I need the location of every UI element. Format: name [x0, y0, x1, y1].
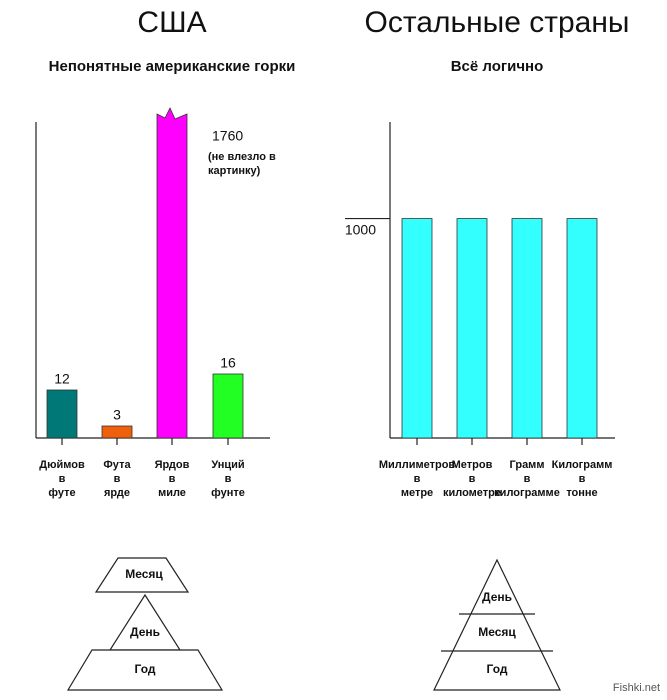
bar	[212, 373, 244, 439]
bar	[46, 389, 78, 439]
x-tick-label: Миллиметров в метре	[379, 459, 456, 499]
data-label: 1760	[212, 128, 243, 144]
data-label: 3	[113, 407, 121, 423]
pyramid-block	[66, 649, 224, 691]
watermark: Fishki.net	[613, 682, 660, 694]
x-tick-label: Фута в ярде	[103, 459, 131, 499]
annotation: (не влезло в картинку)	[208, 151, 276, 177]
x-tick-label: Метров в километре	[443, 459, 501, 499]
x-tick-label: Грамм в килограмме	[494, 459, 560, 499]
bar	[566, 218, 598, 439]
diagram-label: Месяц	[478, 625, 516, 639]
bar	[456, 218, 488, 439]
diagram-label: Месяц	[125, 567, 163, 581]
x-tick-label: Ярдов в миле	[155, 459, 190, 499]
bar	[401, 218, 433, 439]
chart-subtitle: Непонятные американские горки	[49, 58, 296, 75]
chart-title: Остальные страны	[365, 6, 630, 39]
bar	[156, 107, 188, 439]
pyramid-block	[108, 593, 182, 651]
data-label: 16	[220, 355, 236, 371]
chart-subtitle: Всё логично	[451, 58, 544, 75]
diagram-label: Год	[487, 662, 508, 676]
bar	[101, 425, 133, 439]
x-tick-label: Унций в фунте	[211, 459, 245, 499]
diagram-label: Год	[135, 662, 156, 676]
y-tick-label: 1000	[345, 221, 376, 237]
x-tick-label: Килограмм в тонне	[552, 459, 613, 499]
chart-title: США	[137, 6, 206, 39]
x-tick-label: Дюймов в футе	[39, 459, 85, 499]
pyramid-block	[433, 558, 561, 691]
diagram-label: День	[130, 625, 160, 639]
diagram-label: День	[482, 590, 512, 604]
data-label: 12	[54, 371, 70, 387]
pyramid-block	[94, 557, 190, 593]
bar	[511, 218, 543, 439]
